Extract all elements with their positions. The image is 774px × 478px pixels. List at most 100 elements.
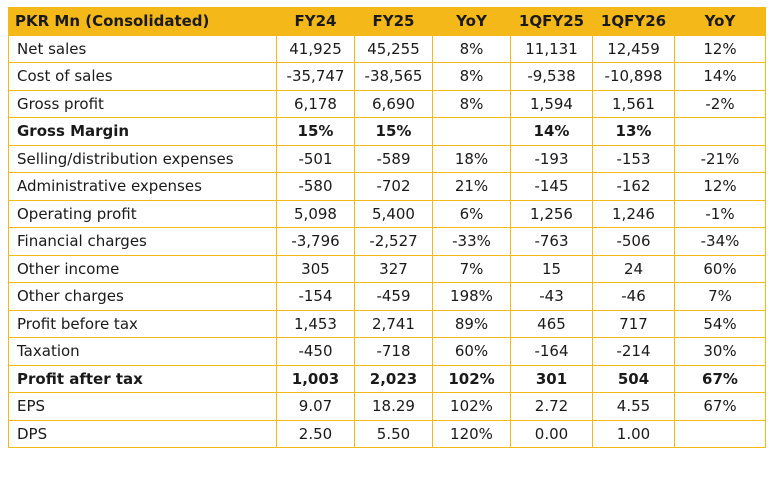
cell-1qfy26: 13% [592, 117, 675, 146]
table-row: Operating profit 5,098 5,400 6% 1,256 1,246 -1… [8, 199, 766, 228]
cell-fy24: 5,098 [276, 199, 355, 228]
cell-fy25: 5,400 [354, 199, 433, 228]
row-label: Gross Margin [8, 117, 277, 146]
row-label: Net sales [8, 34, 277, 63]
cell-yoy-annual: 21% [432, 172, 511, 201]
cell-1qfy26: 1,246 [592, 199, 675, 228]
cell-yoy-annual: 18% [432, 144, 511, 173]
cell-1qfy25: -763 [510, 227, 593, 256]
table-row: Selling/distribution expenses -501 -589 18%… [8, 144, 766, 173]
cell-1qfy26: -10,898 [592, 62, 675, 91]
row-label: EPS [8, 392, 277, 421]
cell-fy24: 305 [276, 254, 355, 283]
cell-fy24: -450 [276, 337, 355, 366]
cell-yoy-annual: 60% [432, 337, 511, 366]
cell-yoy-annual: 198% [432, 282, 511, 311]
cell-fy25: 2,741 [354, 309, 433, 338]
table-row: Financial charges -3,796 -2,527 -33% -763 -50… [8, 227, 766, 256]
header-fy24: FY24 [276, 7, 355, 36]
cell-fy25: -2,527 [354, 227, 433, 256]
cell-fy25: 45,255 [354, 34, 433, 63]
cell-fy24: -35,747 [276, 62, 355, 91]
cell-fy25: -702 [354, 172, 433, 201]
table-row: DPS 2.50 5.50 120% 0.00 1.00 [8, 419, 766, 448]
cell-1qfy25: -9,538 [510, 62, 593, 91]
cell-1qfy25: -43 [510, 282, 593, 311]
cell-1qfy25: 11,131 [510, 34, 593, 63]
cell-1qfy26: 24 [592, 254, 675, 283]
cell-yoy-annual: 6% [432, 199, 511, 228]
cell-1qfy26: 4.55 [592, 392, 675, 421]
row-label: Profit before tax [8, 309, 277, 338]
cell-yoy-quarter: 14% [674, 62, 766, 91]
cell-fy25: 327 [354, 254, 433, 283]
table-header-row: PKR Mn (Consolidated) FY24 FY25 YoY 1QFY… [8, 7, 766, 36]
table-row: Profit before tax 1,453 2,741 89% 465 717 54% [8, 309, 766, 338]
row-label: Operating profit [8, 199, 277, 228]
cell-fy25: -38,565 [354, 62, 433, 91]
header-1qfy25: 1QFY25 [510, 7, 593, 36]
cell-yoy-annual: 102% [432, 364, 511, 393]
table-body: Net sales 41,925 45,255 8% 11,131 12,459 12% Co… [8, 34, 766, 448]
cell-fy25: 5.50 [354, 419, 433, 448]
cell-fy24: -154 [276, 282, 355, 311]
cell-1qfy26: -46 [592, 282, 675, 311]
header-yoy-quarter: YoY [674, 7, 766, 36]
row-label: Cost of sales [8, 62, 277, 91]
cell-yoy-quarter: -34% [674, 227, 766, 256]
cell-1qfy25: 2.72 [510, 392, 593, 421]
cell-yoy-quarter [674, 117, 766, 146]
cell-yoy-quarter: 12% [674, 172, 766, 201]
row-label: Financial charges [8, 227, 277, 256]
cell-yoy-annual: 7% [432, 254, 511, 283]
cell-yoy-annual: -33% [432, 227, 511, 256]
table-row: Taxation -450 -718 60% -164 -214 30% [8, 337, 766, 366]
cell-fy24: 6,178 [276, 89, 355, 118]
cell-yoy-quarter [674, 419, 766, 448]
cell-yoy-quarter: 67% [674, 392, 766, 421]
cell-1qfy26: 1.00 [592, 419, 675, 448]
cell-1qfy26: -153 [592, 144, 675, 173]
row-label: Other income [8, 254, 277, 283]
cell-yoy-quarter: 7% [674, 282, 766, 311]
cell-fy25: -459 [354, 282, 433, 311]
cell-yoy-annual [432, 117, 511, 146]
cell-yoy-quarter: -2% [674, 89, 766, 118]
cell-1qfy26: 12,459 [592, 34, 675, 63]
cell-1qfy25: 301 [510, 364, 593, 393]
table-row: Profit after tax 1,003 2,023 102% 301 504 67% [8, 364, 766, 393]
cell-fy24: 2.50 [276, 419, 355, 448]
cell-1qfy25: 15 [510, 254, 593, 283]
cell-fy24: 15% [276, 117, 355, 146]
table-row: Other income 305 327 7% 15 24 60% [8, 254, 766, 283]
cell-fy25: 2,023 [354, 364, 433, 393]
cell-yoy-annual: 8% [432, 62, 511, 91]
row-label: DPS [8, 419, 277, 448]
row-label: Taxation [8, 337, 277, 366]
table-row: Administrative expenses -580 -702 21% -145 -1… [8, 172, 766, 201]
cell-yoy-quarter: 60% [674, 254, 766, 283]
cell-fy25: 15% [354, 117, 433, 146]
table-row: Other charges -154 -459 198% -43 -46 7% [8, 282, 766, 311]
cell-1qfy25: 0.00 [510, 419, 593, 448]
cell-1qfy26: 504 [592, 364, 675, 393]
cell-fy24: 1,003 [276, 364, 355, 393]
cell-fy24: 1,453 [276, 309, 355, 338]
cell-yoy-annual: 8% [432, 34, 511, 63]
cell-yoy-quarter: -21% [674, 144, 766, 173]
cell-1qfy25: 465 [510, 309, 593, 338]
cell-1qfy26: 717 [592, 309, 675, 338]
table-row: Gross profit 6,178 6,690 8% 1,594 1,561 -2% [8, 89, 766, 118]
cell-1qfy25: -145 [510, 172, 593, 201]
cell-yoy-quarter: -1% [674, 199, 766, 228]
cell-fy24: 9.07 [276, 392, 355, 421]
cell-1qfy25: 1,594 [510, 89, 593, 118]
row-label: Profit after tax [8, 364, 277, 393]
cell-fy24: 41,925 [276, 34, 355, 63]
cell-fy24: -580 [276, 172, 355, 201]
cell-fy25: 6,690 [354, 89, 433, 118]
cell-1qfy25: 14% [510, 117, 593, 146]
cell-1qfy25: 1,256 [510, 199, 593, 228]
cell-fy25: -589 [354, 144, 433, 173]
header-fy25: FY25 [354, 7, 433, 36]
